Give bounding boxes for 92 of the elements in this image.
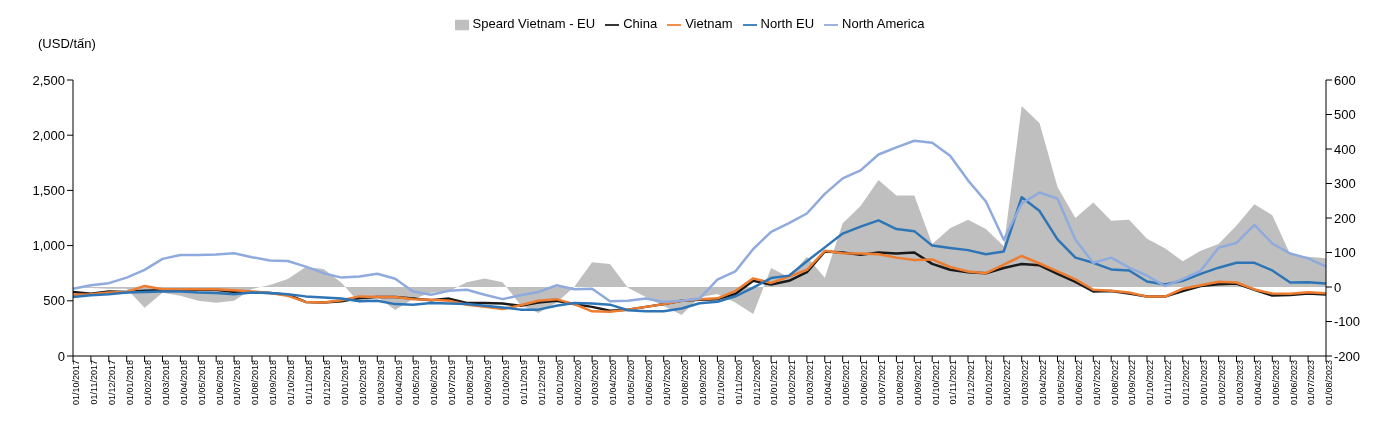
- x-tick-label: 01/07/2021: [876, 360, 887, 406]
- x-tick-label: 01/07/2020: [662, 360, 673, 406]
- y-tick-label: 500: [43, 293, 65, 309]
- x-tick-label: 01/10/2021: [930, 360, 941, 406]
- y-tick-label: 2,000: [32, 127, 65, 143]
- x-tick-label: 01/09/2022: [1127, 360, 1138, 406]
- x-tick-label: 01/04/2019: [393, 360, 404, 406]
- x-tick-label: 01/09/2020: [697, 360, 708, 406]
- x-tick-label: 01/09/2019: [483, 360, 494, 406]
- x-tick-label: 01/06/2019: [429, 360, 440, 406]
- x-tick-label: 01/02/2021: [787, 360, 798, 406]
- x-tick-label: 01/03/2019: [375, 360, 386, 406]
- y-tick-label: 1,500: [32, 183, 65, 199]
- x-tick-label: 01/07/2019: [447, 360, 458, 406]
- x-tick-label: 01/04/2022: [1037, 360, 1048, 406]
- x-tick-label: 01/06/2021: [858, 360, 869, 406]
- x-tick-label: 01/01/2020: [554, 360, 565, 406]
- y-tick-label: 1,000: [32, 238, 65, 254]
- x-tick-label: 01/08/2022: [1109, 360, 1120, 406]
- x-tick-label: 01/02/2023: [1216, 360, 1227, 406]
- y2-tick-label: 100: [1334, 245, 1356, 261]
- y2-tick-label: 400: [1334, 141, 1356, 157]
- x-tick-label: 01/10/2018: [286, 360, 297, 406]
- x-tick-label: 01/03/2018: [160, 360, 171, 406]
- y2-tick-label: 200: [1334, 210, 1356, 226]
- x-tick-label: 01/07/2018: [232, 360, 243, 406]
- legend-label: China: [623, 16, 658, 31]
- x-tick-label: 01/05/2022: [1055, 360, 1066, 406]
- legend-label: North America: [842, 16, 925, 31]
- x-tick-label: 01/02/2018: [142, 360, 153, 406]
- x-tick-label: 01/11/2022: [1163, 360, 1174, 405]
- x-tick-label: 01/06/2020: [644, 360, 655, 406]
- x-tick-label: 01/11/2020: [733, 360, 744, 405]
- x-tick-label: 01/03/2022: [1020, 360, 1031, 406]
- x-tick-label: 01/09/2018: [268, 360, 279, 406]
- x-tick-label: 01/05/2023: [1270, 360, 1281, 406]
- x-tick-label: 01/08/2020: [679, 360, 690, 406]
- x-tick-label: 01/05/2019: [411, 360, 422, 406]
- y-tick-label: 0: [57, 348, 65, 364]
- y-tick-label: 2,500: [32, 72, 65, 88]
- x-tick-label: 01/08/2021: [894, 360, 905, 406]
- x-tick-label: 01/06/2022: [1073, 360, 1084, 406]
- x-tick-label: 01/05/2018: [196, 360, 207, 406]
- x-tick-label: 01/12/2020: [751, 360, 762, 406]
- x-tick-label: 01/12/2022: [1181, 360, 1192, 406]
- x-tick-label: 01/04/2023: [1252, 360, 1263, 406]
- x-tick-label: 01/08/2023: [1324, 360, 1335, 406]
- x-tick-label: 01/10/2019: [500, 360, 511, 406]
- x-tick-label: 01/10/2020: [715, 360, 726, 406]
- y2-tick-label: -100: [1334, 314, 1361, 330]
- x-tick-label: 01/12/2018: [321, 360, 332, 406]
- x-tick-label: 01/11/2018: [304, 360, 315, 405]
- x-tick-label: 01/11/2017: [89, 360, 100, 405]
- x-tick-label: 01/01/2021: [769, 360, 780, 406]
- x-tick-label: 01/05/2020: [626, 360, 637, 406]
- x-tick-label: 01/08/2019: [465, 360, 476, 406]
- x-tick-label: 01/10/2017: [71, 360, 82, 406]
- x-tick-label: 01/05/2021: [841, 360, 852, 406]
- x-tick-label: 01/09/2021: [912, 360, 923, 406]
- x-tick-label: 01/11/2019: [518, 360, 529, 405]
- x-tick-label: 01/12/2021: [966, 360, 977, 406]
- legend-label: Vietnam: [685, 16, 733, 31]
- x-tick-label: 01/08/2018: [250, 360, 261, 406]
- y2-tick-label: 500: [1334, 107, 1356, 123]
- x-tick-label: 01/06/2018: [214, 360, 225, 406]
- x-tick-label: 01/12/2019: [536, 360, 547, 406]
- x-tick-label: 01/03/2020: [590, 360, 601, 406]
- legend-label: Speard Vietnam - EU: [472, 16, 596, 31]
- x-tick-label: 01/01/2018: [125, 360, 136, 406]
- x-tick-label: 01/01/2023: [1199, 360, 1210, 406]
- x-tick-label: 01/03/2021: [805, 360, 816, 406]
- x-tick-label: 01/10/2022: [1145, 360, 1156, 406]
- y2-tick-label: 300: [1334, 176, 1356, 192]
- x-tick-label: 01/12/2017: [107, 360, 118, 406]
- x-tick-label: 01/01/2022: [984, 360, 995, 406]
- x-tick-label: 01/04/2020: [608, 360, 619, 406]
- x-tick-label: 01/04/2021: [823, 360, 834, 406]
- x-tick-label: 01/04/2018: [178, 360, 189, 406]
- x-tick-label: 01/01/2019: [339, 360, 350, 406]
- y-axis-title: (USD/tấn): [38, 36, 96, 51]
- x-tick-label: 01/02/2019: [357, 360, 368, 406]
- x-tick-label: 01/07/2023: [1306, 360, 1317, 406]
- y2-tick-label: -200: [1334, 348, 1361, 364]
- x-tick-label: 01/06/2023: [1288, 360, 1299, 406]
- x-tick-label: 01/03/2023: [1234, 360, 1245, 406]
- legend-label: North EU: [760, 16, 815, 31]
- y2-tick-label: 0: [1334, 279, 1342, 295]
- x-tick-label: 01/02/2022: [1002, 360, 1013, 406]
- x-tick-label: 01/07/2022: [1091, 360, 1102, 406]
- x-tick-label: 01/02/2020: [572, 360, 583, 406]
- x-tick-label: 01/11/2021: [948, 360, 959, 405]
- y2-tick-label: 600: [1334, 72, 1356, 88]
